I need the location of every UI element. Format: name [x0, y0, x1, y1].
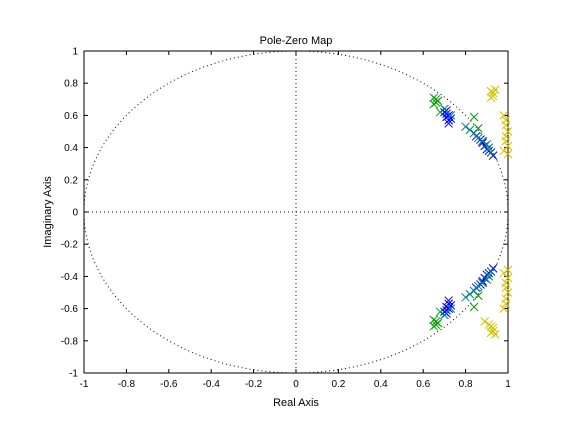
pole-marker: [480, 317, 490, 326]
pole-marker: [486, 93, 496, 103]
pole-marker: [444, 119, 453, 128]
x-tick-label: 0: [293, 379, 299, 390]
x-tick-label: -0.4: [203, 379, 221, 390]
pole-marker: [469, 302, 479, 312]
pole-marker: [484, 320, 494, 330]
pole-marker: [465, 125, 475, 135]
pole-marker: [484, 272, 494, 281]
x-tick-label: -0.8: [118, 379, 136, 390]
pole-marker: [433, 96, 443, 106]
pole-marker: [446, 111, 456, 120]
pole-marker: [486, 148, 496, 157]
pole-marker: [501, 136, 511, 146]
pole-marker: [429, 99, 439, 109]
pole-marker: [503, 265, 513, 275]
pole-marker: [446, 304, 456, 313]
y-tick-label: -1: [69, 369, 78, 380]
pole-marker: [461, 122, 470, 132]
pole-marker: [501, 120, 511, 130]
pole-series-3: [440, 104, 496, 320]
pole-series-4: [480, 85, 513, 339]
x-tick-label: 0.8: [459, 379, 473, 390]
x-tick-label: -1: [80, 379, 89, 390]
x-tick-label: 1: [505, 379, 511, 390]
y-tick-label: 0.6: [64, 111, 78, 122]
pole-marker: [429, 315, 439, 325]
pole-marker: [499, 268, 509, 278]
x-tick-label: 0.6: [416, 379, 430, 390]
pole-marker: [465, 289, 475, 299]
pole-marker: [499, 146, 509, 156]
y-tick-label: 0.8: [64, 79, 78, 90]
pole-markers: [429, 85, 513, 339]
pole-marker: [503, 127, 513, 136]
y-tick-label: -0.6: [61, 304, 79, 315]
y-tick-label: -0.8: [61, 336, 79, 347]
x-tick-label: -0.2: [245, 379, 263, 390]
pole-marker: [503, 149, 513, 159]
pole-marker: [473, 133, 483, 143]
pole-marker: [490, 330, 500, 339]
pole-marker: [469, 112, 479, 122]
y-tick-label: -0.2: [61, 240, 79, 251]
y-tick-label: -0.4: [61, 272, 79, 283]
y-tick-label: 0.4: [64, 143, 78, 154]
y-tick-label: 1: [72, 47, 78, 58]
pole-marker: [444, 296, 453, 305]
x-tick-label: 0.4: [374, 379, 388, 390]
pole-marker: [433, 318, 443, 328]
pole-marker: [461, 292, 470, 302]
x-tick-label: 0.2: [331, 379, 345, 390]
pole-marker: [501, 294, 511, 304]
pole-marker: [446, 301, 456, 310]
pole-marker: [484, 143, 494, 152]
axis-ticks: -1 -0.8 -0.6 -0.4 -0.2 0 0.2 0.4 0.6 0.8 1 -1 -0.8 -0…: [61, 47, 511, 391]
y-axis-label: Imaginary Axis: [42, 176, 54, 248]
pole-marker: [499, 304, 509, 313]
pole-marker: [486, 267, 496, 276]
pole-marker: [473, 281, 483, 291]
chart-title: Pole-Zero Map: [260, 35, 333, 47]
pole-marker: [503, 288, 513, 297]
pole-marker: [490, 85, 500, 94]
pole-marker: [446, 114, 456, 123]
x-axis-label: Real Axis: [273, 397, 319, 409]
x-tick-label: -0.6: [160, 379, 178, 390]
pole-marker: [501, 278, 511, 288]
pole-marker: [499, 111, 509, 120]
y-tick-label: 0: [72, 208, 78, 219]
y-tick-label: 0.2: [64, 175, 78, 186]
